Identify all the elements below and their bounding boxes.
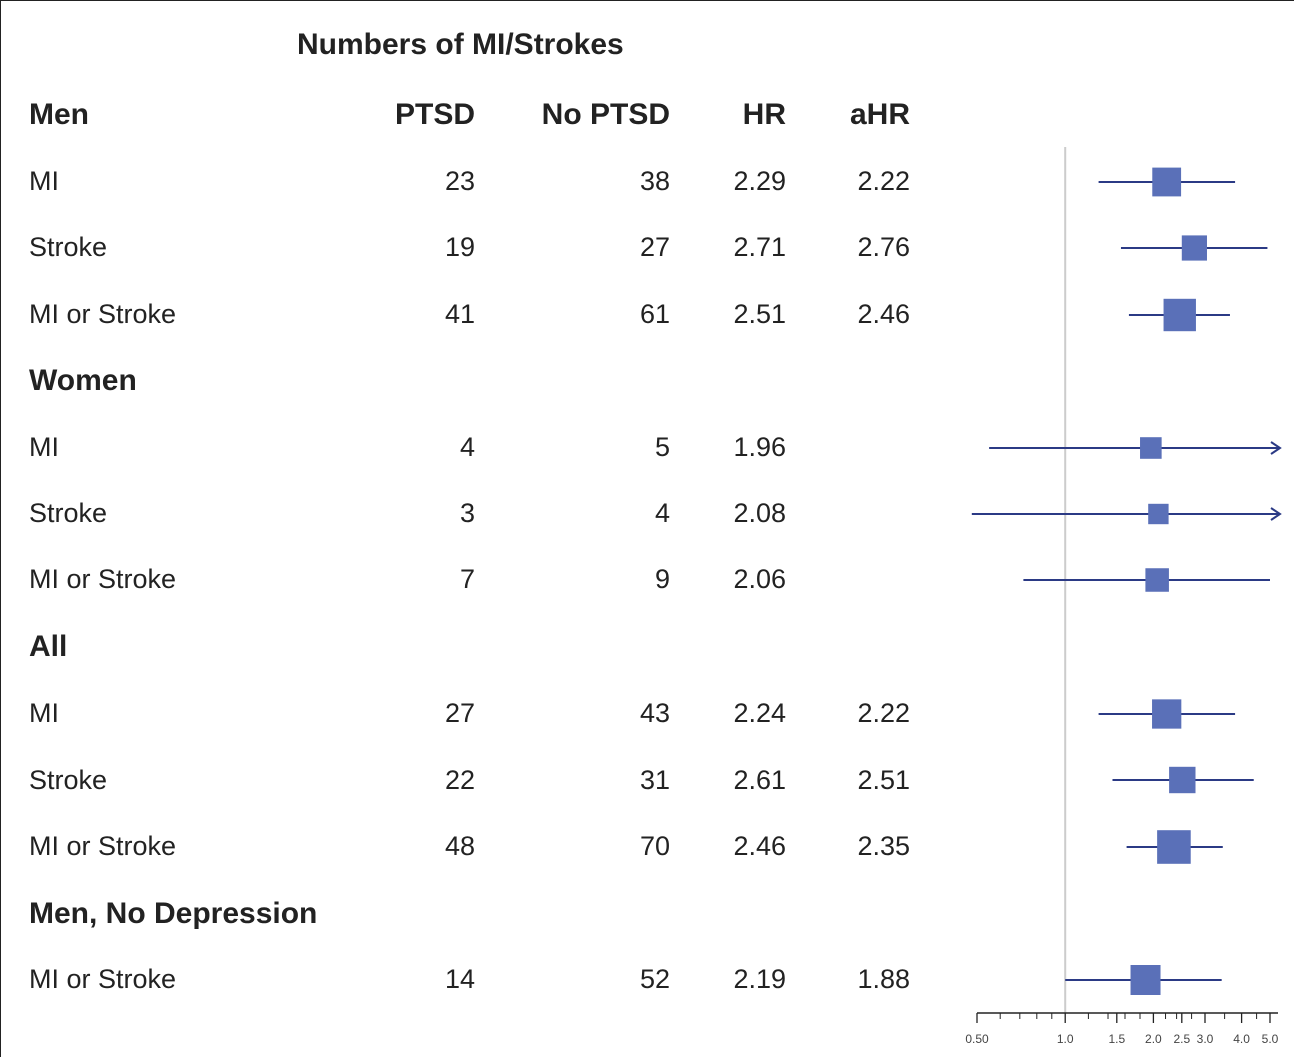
cell-hr: 2.06 — [733, 564, 786, 594]
x-axis-tick-label: 2.0 — [1145, 1032, 1162, 1046]
group-header-men-no-depression: Men, No Depression — [29, 897, 318, 930]
row-label: MI or Stroke — [29, 831, 177, 861]
column-header-no-ptsd: No PTSD — [541, 98, 670, 131]
cell-hr: 2.61 — [733, 765, 786, 795]
ci-arrow-icon — [1270, 441, 1282, 455]
cell-hr: 2.08 — [733, 498, 786, 528]
cell-hr: 2.46 — [733, 831, 786, 861]
cell-ptsd: 19 — [444, 232, 475, 262]
row-label: MI — [29, 432, 59, 462]
row-label: MI or Stroke — [29, 299, 177, 329]
point-estimate-marker — [1169, 766, 1196, 794]
cell-no-ptsd: 52 — [639, 964, 670, 994]
cell-no-ptsd: 5 — [654, 432, 670, 462]
cell-no-ptsd: 70 — [639, 831, 670, 861]
x-axis-tick-label: 2.5 — [1173, 1032, 1190, 1046]
group-header-all: All — [29, 630, 68, 663]
cell-ptsd: 7 — [459, 564, 475, 594]
cell-ptsd: 3 — [459, 498, 475, 528]
x-axis-tick-label: 1.0 — [1057, 1032, 1074, 1046]
cell-ahr: 2.51 — [857, 765, 910, 795]
cell-no-ptsd: 27 — [639, 232, 670, 262]
x-axis-tick-label: 3.0 — [1197, 1032, 1214, 1046]
cell-hr: 2.19 — [733, 964, 786, 994]
x-axis-tick-label: 5.0 — [1262, 1032, 1279, 1046]
cell-hr: 2.24 — [733, 698, 786, 728]
cell-hr: 2.51 — [733, 299, 786, 329]
table-title: Numbers of MI/Strokes — [297, 28, 624, 61]
point-estimate-marker — [1130, 965, 1161, 995]
point-estimate-marker — [1181, 235, 1207, 261]
cell-ptsd: 22 — [444, 765, 475, 795]
cell-ahr: 1.88 — [857, 964, 910, 994]
cell-no-ptsd: 31 — [639, 765, 670, 795]
group-header-men: Men — [29, 98, 89, 131]
x-axis-tick-label: 0.50 — [965, 1032, 989, 1046]
row-label: MI or Stroke — [29, 564, 177, 594]
cell-no-ptsd: 38 — [639, 166, 670, 196]
cell-no-ptsd: 4 — [654, 498, 670, 528]
cell-ptsd: 4 — [459, 432, 475, 462]
row-label: Stroke — [29, 232, 108, 262]
point-estimate-marker — [1152, 699, 1182, 729]
point-estimate-marker — [1145, 568, 1169, 592]
column-header-hr: HR — [742, 98, 786, 131]
cell-ptsd: 23 — [444, 166, 475, 196]
point-estimate-marker — [1148, 503, 1169, 525]
cell-ptsd: 14 — [444, 964, 475, 994]
cell-ptsd: 48 — [444, 831, 475, 861]
column-header-ahr: aHR — [849, 98, 910, 131]
row-label: MI — [29, 166, 59, 196]
cell-no-ptsd: 9 — [654, 564, 670, 594]
cell-ahr: 2.35 — [857, 831, 910, 861]
cell-ahr: 2.22 — [857, 166, 910, 196]
row-label: Stroke — [29, 498, 108, 528]
cell-hr: 2.29 — [733, 166, 786, 196]
cell-hr: 2.71 — [733, 232, 786, 262]
row-label: MI or Stroke — [29, 964, 177, 994]
group-header-women: Women — [29, 364, 137, 397]
x-axis-tick-label: 4.0 — [1233, 1032, 1250, 1046]
cell-ahr: 2.76 — [857, 232, 910, 262]
x-axis-tick-label: 1.5 — [1108, 1032, 1125, 1046]
ci-arrow-icon — [1270, 507, 1282, 521]
cell-ahr: 2.46 — [857, 299, 910, 329]
row-label: MI — [29, 698, 59, 728]
column-header-ptsd: PTSD — [394, 98, 475, 131]
cell-ahr: 2.22 — [857, 698, 910, 728]
cell-ptsd: 27 — [444, 698, 475, 728]
cell-no-ptsd: 61 — [639, 299, 670, 329]
cell-ptsd: 41 — [444, 299, 475, 329]
point-estimate-marker — [1157, 830, 1191, 864]
point-estimate-marker — [1152, 167, 1182, 197]
point-estimate-marker — [1163, 298, 1196, 332]
point-estimate-marker — [1140, 437, 1162, 459]
cell-hr: 1.96 — [733, 432, 786, 462]
row-label: Stroke — [29, 765, 108, 795]
cell-no-ptsd: 43 — [639, 698, 670, 728]
